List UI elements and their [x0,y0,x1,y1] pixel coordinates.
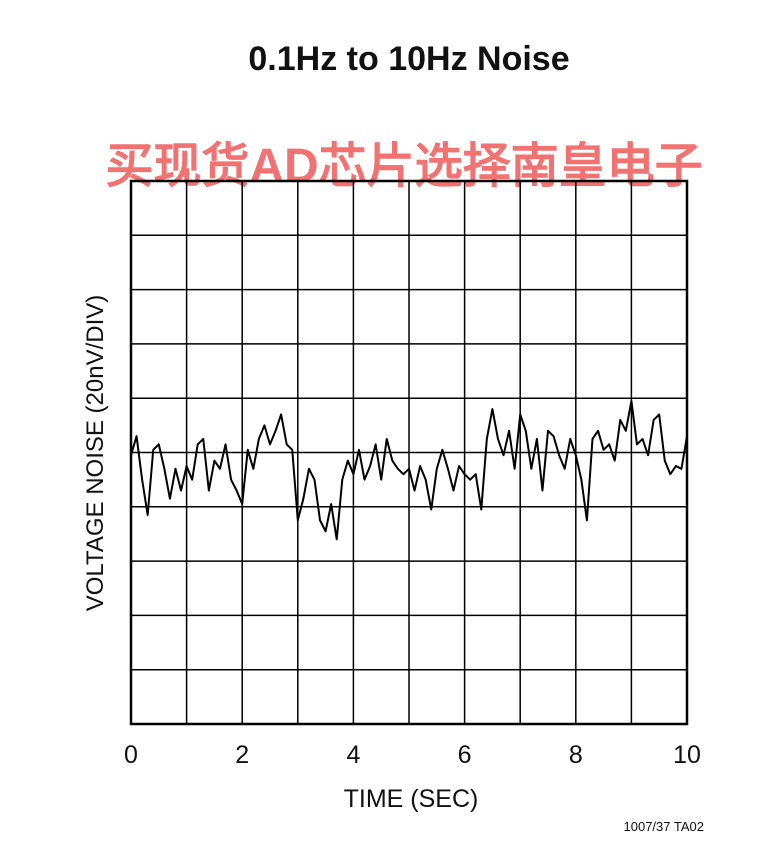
plot-area: 0 2 4 6 8 10 [124,179,701,769]
x-tick-label: 6 [458,741,472,769]
x-tick-label: 4 [346,741,360,769]
chart-title: 0.1Hz to 10Hz Noise [248,40,569,78]
x-tick-label: 10 [673,741,701,769]
x-tick-label: 2 [235,741,249,769]
y-axis-label: VOLTAGE NOISE (20nV/DIV) [82,295,109,612]
x-tick-label: 8 [569,741,583,769]
x-axis-label: TIME (SEC) [344,785,479,813]
footnote: 1007/37 TA02 [624,819,704,834]
noise-trace [130,399,688,541]
watermark: 买现货AD芯片选择南皇电子 [105,140,702,193]
x-tick-label: 0 [124,741,138,769]
